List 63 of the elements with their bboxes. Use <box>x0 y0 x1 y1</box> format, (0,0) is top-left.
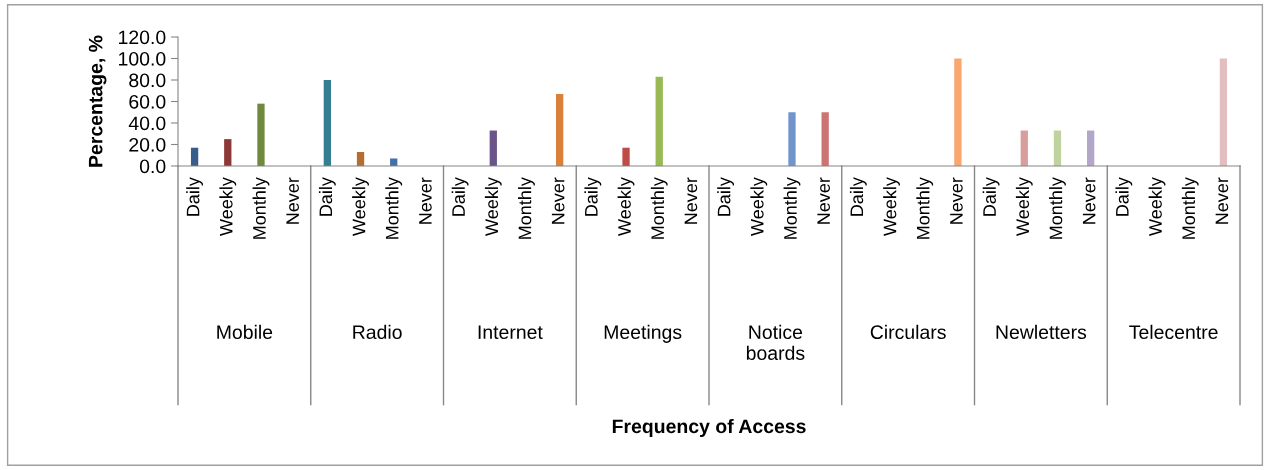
x-tick-label: Weekly <box>484 177 502 236</box>
y-tick-label: 100.0 <box>119 51 166 66</box>
bar <box>954 58 962 166</box>
x-tick-label: Monthly <box>1049 177 1066 239</box>
x-tick-label: Weekly <box>1015 177 1033 236</box>
y-tick-label: 0.0 <box>139 159 166 174</box>
x-tick-label: Monthly <box>385 177 403 239</box>
bar <box>1020 130 1028 166</box>
y-tick-label: 80.0 <box>129 73 166 88</box>
text: Internet <box>478 325 543 340</box>
x-tick-label: Never <box>1082 177 1096 224</box>
bar <box>257 103 265 166</box>
x-tick-label: Never <box>817 177 830 224</box>
x-tick-label: Monthly <box>783 177 801 239</box>
x-tick-label: Daily <box>318 177 336 216</box>
x-tick-label: Monthly <box>518 177 535 239</box>
y-tick-label: 60.0 <box>129 94 166 109</box>
x-tick-label: Monthly <box>1181 177 1199 239</box>
x-tick-label: Weekly <box>352 177 369 236</box>
y-tick-label: 20.0 <box>129 137 166 152</box>
bar <box>489 130 497 166</box>
x-tick-label: Never <box>551 177 565 224</box>
y-axis-title: Percentage, % <box>88 35 107 167</box>
bar <box>1053 130 1062 166</box>
bar <box>1087 130 1095 166</box>
bar <box>622 147 630 166</box>
bar <box>821 112 829 166</box>
text: Newletters <box>996 324 1087 340</box>
x-tick-label: Daily <box>1115 177 1133 216</box>
text: Frequency of Access <box>612 418 806 438</box>
x-tick-label: Daily <box>186 177 204 216</box>
x-tick-label: Daily <box>451 177 469 216</box>
x-tick-label: Weekly <box>617 177 635 236</box>
text: Circulars <box>870 324 946 340</box>
bar <box>655 76 663 166</box>
y-tick-label: 40.0 <box>128 116 166 131</box>
x-tick-label: Daily <box>849 177 867 216</box>
bar <box>1219 58 1228 166</box>
bar <box>224 139 232 166</box>
x-tick-label: Never <box>684 177 698 224</box>
x-tick-label: Daily <box>982 177 1000 216</box>
x-tick-label: Monthly <box>916 177 934 239</box>
x-tick-label: Monthly <box>650 177 668 239</box>
text: Mobile <box>217 324 273 340</box>
text: Meetings <box>604 324 682 343</box>
y-tick-label: 120.0 <box>119 30 166 45</box>
bar <box>788 112 796 166</box>
x-tick-label: Never <box>286 177 299 224</box>
x-tick-label: Weekly <box>1148 177 1166 236</box>
text: Radio <box>353 324 402 340</box>
x-tick-label: Never <box>950 177 963 224</box>
x-tick-label: Never <box>1215 177 1229 224</box>
x-tick-label: Monthly <box>252 177 270 239</box>
x-tick-label: Weekly <box>219 177 237 236</box>
text: Telecentre <box>1129 324 1218 340</box>
x-tick-label: Daily <box>584 177 602 216</box>
text: Notice boards <box>746 324 805 360</box>
x-tick-label: Weekly <box>750 177 768 236</box>
x-tick-label: Daily <box>717 177 735 216</box>
x-tick-label: Weekly <box>883 177 900 236</box>
bar <box>556 93 564 166</box>
x-tick-label: Never <box>419 177 432 224</box>
bar <box>323 80 331 166</box>
